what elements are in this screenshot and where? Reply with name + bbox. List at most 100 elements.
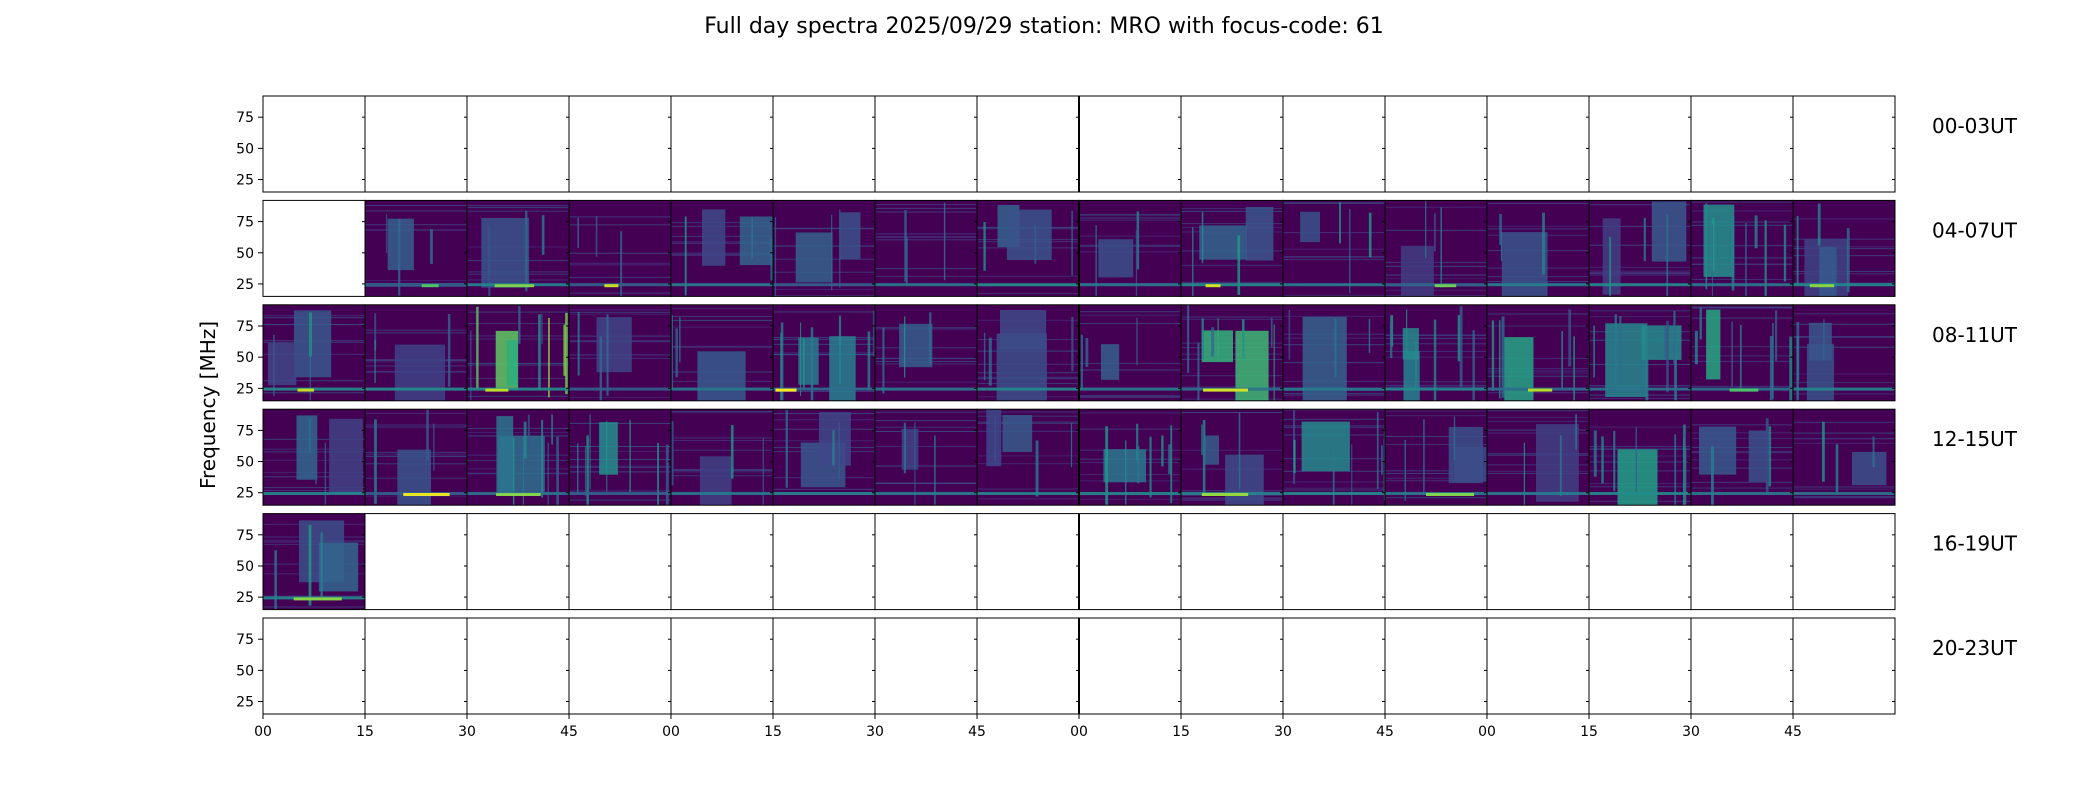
spectrum-line [671, 345, 773, 347]
spectrum-striation [324, 442, 326, 506]
spectrum-line [569, 450, 671, 452]
spectrum-striation [606, 314, 609, 396]
spectrum-line [977, 488, 1079, 490]
empty-background [875, 618, 977, 714]
empty-background [1691, 618, 1793, 714]
x-tick-label: 15 [1580, 724, 1598, 740]
spectrum-striation [1765, 418, 1769, 495]
spectrum-line [569, 292, 671, 294]
spectrum-line [1793, 373, 1895, 375]
empty-background [263, 618, 365, 714]
empty-background [773, 96, 875, 192]
spectrum-line [1079, 395, 1181, 397]
spectrum-line [773, 391, 875, 392]
spectrum-striation [903, 422, 906, 474]
spectrum-line [875, 411, 977, 413]
spectrum-striation [577, 443, 579, 495]
empty-background [773, 513, 875, 610]
y-tick-label: 50 [236, 559, 254, 575]
empty-panel [1180, 617, 1284, 715]
spectrum-striation [1415, 340, 1417, 389]
spectrum-line [467, 323, 569, 324]
spectrum-striation [1440, 207, 1442, 288]
spectrum-line [1079, 217, 1181, 219]
empty-background [671, 618, 773, 714]
spectrum-panel [874, 199, 978, 297]
spectrum-striation [1542, 212, 1545, 275]
spectrum-striation [1168, 444, 1172, 474]
panel-frame [1792, 199, 1896, 297]
spectrum-panel [772, 304, 876, 402]
spectrum-striation [1406, 309, 1408, 354]
spectrum-line [1793, 486, 1895, 488]
spectrum-line [1283, 202, 1385, 204]
spectrum-burst [1536, 424, 1579, 502]
panel-frame [1792, 95, 1896, 193]
row-time-label: 00-03UT [1932, 114, 2018, 138]
spectrum-striation [548, 317, 550, 398]
spectrum-line [1385, 278, 1487, 280]
spectrum-line [365, 332, 467, 334]
spectrum-striation [1619, 316, 1622, 383]
spectrum-line [1487, 313, 1589, 315]
spectrum-striation [1643, 217, 1646, 262]
spectrum-panel [1282, 304, 1386, 402]
x-tick-label: 15 [1172, 724, 1190, 740]
y-tick-label: 25 [236, 695, 254, 711]
spectrum-striation [547, 442, 549, 506]
row-time-label: 08-11UT [1932, 323, 2018, 347]
spectrum-striation [1711, 224, 1713, 297]
spectrum-line [1385, 477, 1487, 479]
spectrum-burst [1851, 451, 1887, 486]
y-tick-label: 75 [236, 319, 254, 335]
spectrum-line [1079, 311, 1181, 313]
spectrum-line [1691, 481, 1793, 483]
spectrum-striation [730, 425, 734, 479]
spectrum-burst [496, 416, 514, 494]
empty-panel [1384, 513, 1488, 611]
spectrum-line [875, 211, 977, 213]
spectrum-line [1385, 289, 1487, 291]
spectrum-striation [1201, 212, 1204, 264]
spectrum-line [1793, 393, 1895, 395]
empty-background [1793, 96, 1895, 192]
row-time-label: 16-19UT [1932, 532, 2018, 556]
y-axis-label: Frequency [MHz] [196, 321, 220, 489]
spectrum-striation [1789, 336, 1793, 401]
spectrum-striation [1425, 201, 1427, 258]
spectrum-band [773, 283, 875, 287]
x-tick-label: 30 [458, 724, 476, 740]
spectrum-hotspot [1205, 284, 1221, 288]
empty-background [1385, 618, 1487, 714]
spectrum-line [1691, 355, 1793, 357]
spectrum-hotspot [403, 493, 450, 496]
spectrum-line [365, 229, 467, 231]
spectrum-band [1283, 387, 1385, 391]
spectrum-striation [1238, 412, 1241, 490]
spectrum-line [365, 426, 467, 428]
empty-background [671, 513, 773, 610]
spectra-row: 25 50 75 04-07UT [236, 199, 2018, 297]
spectrum-striation [386, 214, 388, 253]
spectrum-line [1589, 448, 1691, 450]
x-tick-label: 00 [254, 724, 272, 740]
spectrum-hotspot [496, 493, 541, 496]
spectrum-line [569, 313, 671, 315]
spectrum-striation [1593, 430, 1597, 477]
empty-panel [1588, 95, 1692, 193]
x-tick-label: 30 [1682, 724, 1700, 740]
spectrum-line [1385, 410, 1487, 412]
figure-title: Full day spectra 2025/09/29 station: MRO… [704, 14, 1384, 39]
spectrum-striation [1332, 447, 1335, 506]
spectrum-line [1691, 487, 1793, 489]
empty-background [1283, 618, 1385, 714]
spectrum-striation [1745, 223, 1747, 297]
spectrum-line [569, 490, 671, 492]
spectrum-striation [1527, 342, 1529, 378]
spectrum-burst [699, 456, 732, 505]
empty-panel [1690, 513, 1794, 611]
spectrum-line [671, 346, 773, 348]
spectrum-line [263, 490, 365, 491]
spectrum-panel [466, 199, 570, 297]
spectrum-panel [568, 408, 672, 506]
